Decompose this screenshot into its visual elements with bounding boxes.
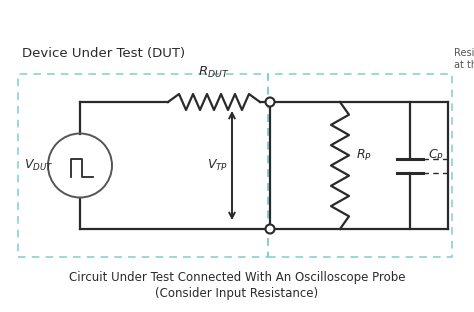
Text: $R_P$: $R_P$: [356, 148, 372, 163]
Bar: [268, 74, 452, 257]
Circle shape: [265, 225, 274, 233]
Text: Device Under Test (DUT): Device Under Test (DUT): [22, 47, 185, 60]
Circle shape: [265, 97, 274, 106]
Text: $V_{DUT}$: $V_{DUT}$: [24, 158, 54, 173]
Text: $R_{DUT}$: $R_{DUT}$: [198, 65, 230, 80]
Text: $C_P$: $C_P$: [428, 148, 444, 163]
Text: $V_{TP}$: $V_{TP}$: [207, 158, 228, 173]
Bar: [18, 74, 268, 257]
Text: Resistance and capacitance: Resistance and capacitance: [454, 48, 474, 58]
Text: (Consider Input Resistance): (Consider Input Resistance): [155, 287, 319, 300]
Text: Circuit Under Test Connected With An Oscilloscope Probe: Circuit Under Test Connected With An Osc…: [69, 271, 405, 285]
Text: at the probe tip: at the probe tip: [454, 60, 474, 70]
